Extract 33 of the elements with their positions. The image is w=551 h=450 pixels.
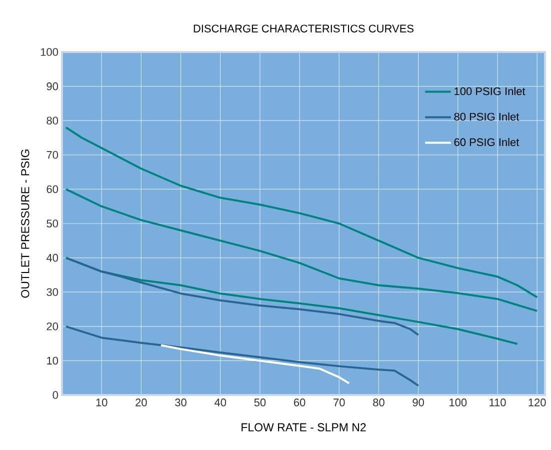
legend-label: 100 PSIG Inlet	[454, 87, 526, 96]
x-tick-label: 90	[412, 398, 424, 406]
y-tick-label: 60	[46, 185, 58, 194]
y-tick-label: 100	[40, 48, 58, 56]
x-axis-title: FLOW RATE - SLPM N2	[242, 423, 366, 432]
x-tick-label: 80	[373, 398, 384, 406]
y-tick-label: 10	[47, 356, 58, 365]
x-tick-label: 10	[96, 398, 108, 406]
line-series	[64, 256, 420, 336]
x-tick-label: 60	[294, 398, 306, 406]
y-tick-label: 80	[46, 116, 58, 124]
x-tick-label: 120	[528, 398, 546, 406]
x-tick-label: 40	[214, 398, 226, 406]
x-tick-label: 50	[254, 398, 266, 406]
x-tick-label: 110	[490, 398, 506, 406]
legend-label: 80 PSIG Inlet	[454, 112, 520, 121]
y-tick-label: 50	[46, 220, 58, 228]
y-tick-label: 30	[46, 288, 58, 296]
y-tick-label: 90	[46, 82, 58, 90]
x-tick-label: 70	[334, 398, 345, 406]
line-series	[64, 325, 420, 387]
line-series	[160, 344, 350, 384]
chart-title: DISCHARGE CHARACTERISTICS CURVES	[194, 24, 414, 32]
legend-label: 60 PSIG Inlet	[454, 138, 520, 146]
y-tick-label: 20	[46, 322, 58, 330]
line-series	[64, 126, 538, 298]
x-tick-label: 20	[136, 398, 147, 406]
x-tick-label: 30	[175, 398, 186, 406]
y-tick-label: 40	[46, 254, 58, 262]
y-axis-title: OUTLET PRESSURE - PSIG	[21, 150, 30, 298]
x-tick-label: 100	[450, 398, 467, 406]
y-tick-label: 0	[52, 391, 58, 399]
y-tick-label: 70	[46, 151, 58, 159]
